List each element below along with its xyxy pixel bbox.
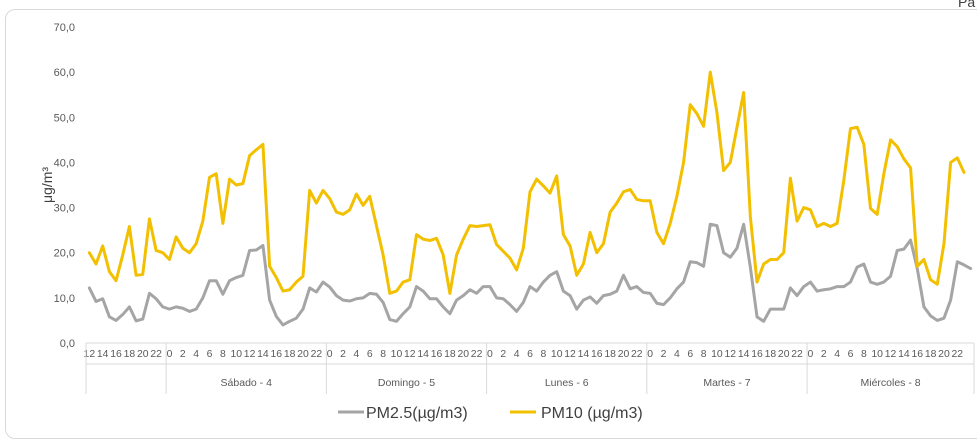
x-tick-label: 14 [738, 349, 750, 360]
x-tick-label: 6 [207, 349, 213, 360]
x-tick-label: 22 [631, 349, 643, 360]
x-tick-label: 22 [791, 349, 803, 360]
x-tick-label: 8 [701, 349, 707, 360]
x-tick-label: 4 [354, 349, 360, 360]
series-line-pm25 [87, 222, 973, 327]
x-tick-label: 0 [487, 349, 493, 360]
x-tick-label: 20 [938, 349, 950, 360]
x-tick-label: 20 [297, 349, 309, 360]
series-lines [87, 70, 973, 327]
x-tick-label: 12 [244, 349, 256, 360]
x-tick-label: 22 [311, 349, 323, 360]
x-group-label: Sábado - 4 [221, 377, 273, 389]
x-tick-label: 6 [848, 349, 854, 360]
x-tick-label: 18 [604, 349, 616, 360]
x-tick-label: 4 [674, 349, 680, 360]
x-tick-label: 10 [551, 349, 563, 360]
x-tick-label: 12 [885, 349, 897, 360]
x-tick-label: 8 [220, 349, 226, 360]
x-tick-label: 4 [834, 349, 840, 360]
x-tick-label: 18 [444, 349, 456, 360]
x-group-label: Miércoles - 8 [860, 377, 920, 389]
x-tick-label: 12 [404, 349, 416, 360]
x-tick-label: 2 [340, 349, 346, 360]
x-axis-ticks: 12 14 16 18 20 22 0 2 4 6 8 10 12 14 16 18 20 22 0 2 4 6 8 10 12… [84, 343, 975, 394]
x-tick-label: 14 [97, 349, 109, 360]
x-tick-label: 14 [257, 349, 269, 360]
x-tick-label: 14 [578, 349, 590, 360]
legend: PM2.5(µg/m3) PM10 (µg/m3) [338, 405, 643, 422]
x-tick-label: 0 [327, 349, 333, 360]
x-tick-label: 16 [911, 349, 923, 360]
x-tick-label: 0 [647, 349, 653, 360]
y-tick-label: 20,0 [54, 248, 75, 260]
legend-label: PM10 (µg/m3) [541, 405, 643, 422]
x-tick-label: 12 [564, 349, 576, 360]
x-tick-label: 14 [898, 349, 910, 360]
x-tick-label: 2 [500, 349, 506, 360]
series-line-pm10 [87, 70, 966, 295]
x-tick-label: 10 [871, 349, 883, 360]
x-tick-label: 20 [137, 349, 149, 360]
x-tick-label: 22 [150, 349, 162, 360]
x-tick-label: 18 [925, 349, 937, 360]
x-tick-label: 10 [711, 349, 723, 360]
x-tick-label: 20 [457, 349, 469, 360]
y-tick-label: 30,0 [54, 203, 75, 215]
x-tick-label: 22 [952, 349, 964, 360]
x-tick-label: 20 [618, 349, 630, 360]
y-axis-label: μg/m³ [39, 167, 55, 203]
y-axis-ticks: 0,0 10,0 20,0 30,0 40,0 50,0 60,0 70,0 [54, 22, 75, 350]
x-group-label: Lunes - 6 [545, 377, 589, 389]
x-tick-label: 8 [540, 349, 546, 360]
x-tick-label: 6 [367, 349, 373, 360]
y-tick-label: 60,0 [54, 67, 75, 79]
x-tick-label: 8 [861, 349, 867, 360]
x-tick-label: 16 [271, 349, 283, 360]
x-tick-label: 2 [661, 349, 667, 360]
x-tick-label: 6 [687, 349, 693, 360]
x-tick-label: 8 [380, 349, 386, 360]
x-tick-label: 12 [725, 349, 737, 360]
x-group-label: Domingo - 5 [378, 377, 435, 389]
x-tick-label: 10 [391, 349, 403, 360]
x-tick-label: 18 [124, 349, 136, 360]
x-tick-label: 16 [110, 349, 122, 360]
y-tick-label: 0,0 [60, 338, 75, 350]
y-tick-label: 70,0 [54, 22, 75, 34]
x-tick-label: 20 [778, 349, 790, 360]
x-group-label: Martes - 7 [703, 377, 750, 389]
x-tick-label: 10 [230, 349, 242, 360]
corner-text: Pa [958, 0, 976, 10]
x-tick-label: 22 [471, 349, 483, 360]
x-tick-label: 6 [527, 349, 533, 360]
y-tick-label: 50,0 [54, 112, 75, 124]
x-tick-label: 16 [431, 349, 443, 360]
x-tick-label: 0 [167, 349, 173, 360]
x-tick-label: 18 [765, 349, 777, 360]
y-tick-label: 40,0 [54, 157, 75, 169]
x-tick-label: 18 [284, 349, 296, 360]
x-tick-label: 14 [417, 349, 429, 360]
x-tick-label: 2 [180, 349, 186, 360]
y-tick-label: 10,0 [54, 293, 75, 305]
legend-label: PM2.5(µg/m3) [366, 405, 468, 422]
x-tick-label: 12 [84, 349, 96, 360]
x-tick-label: 4 [193, 349, 199, 360]
x-tick-label: 16 [751, 349, 763, 360]
x-tick-label: 16 [591, 349, 603, 360]
x-tick-label: 2 [821, 349, 827, 360]
x-tick-label: 4 [514, 349, 520, 360]
x-tick-label: 0 [808, 349, 814, 360]
